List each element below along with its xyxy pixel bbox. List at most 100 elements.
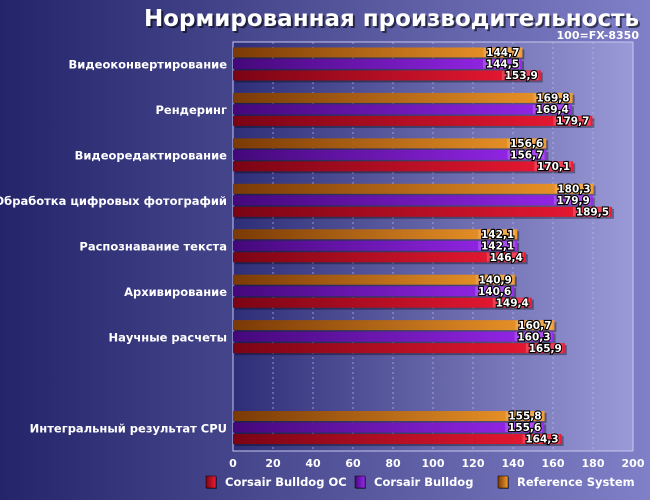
value-label-box <box>478 229 516 239</box>
value-label: 156,7 <box>510 150 543 162</box>
category-labels: Видеоконвертирование Рендеринг Видеоредакт… <box>0 58 227 436</box>
bar <box>233 104 572 115</box>
value-label: 142,1 <box>481 240 514 252</box>
value-label-box <box>553 195 591 205</box>
bar <box>233 206 612 217</box>
x-tick-label: 180 <box>582 457 605 470</box>
value-label: 144,7 <box>486 47 519 59</box>
value-label-box <box>507 138 545 148</box>
value-label-box <box>492 298 530 308</box>
bar <box>233 47 523 58</box>
x-tick-label: 120 <box>462 457 485 470</box>
bar <box>233 92 573 103</box>
value-label-box <box>475 275 513 285</box>
x-tick-label: 60 <box>345 457 361 470</box>
value-label-box <box>554 184 592 194</box>
category-label: Научные расчеты <box>109 330 228 344</box>
value-label: 160,3 <box>517 331 550 343</box>
legend-swatch <box>354 475 366 489</box>
bars <box>233 47 614 447</box>
x-tick-label: 140 <box>502 457 525 470</box>
grid-lines <box>272 42 594 451</box>
legend-label: Corsair Bulldog <box>374 475 473 489</box>
x-tick-label: 0 <box>229 457 237 470</box>
category-label: Рендеринг <box>155 103 227 117</box>
category-label: Распознавание текста <box>79 240 227 254</box>
value-label: 153,9 <box>505 70 538 82</box>
x-tick-label: 20 <box>265 457 281 470</box>
value-label: 169,4 <box>536 104 569 116</box>
value-label: 149,4 <box>496 297 529 309</box>
category-label: Архивирование <box>124 285 227 299</box>
value-label: 164,3 <box>525 434 558 446</box>
bar <box>233 422 545 433</box>
x-tick-label: 200 <box>622 457 645 470</box>
bar <box>233 161 574 172</box>
value-label: 179,7 <box>556 116 589 128</box>
value-label-box <box>478 241 516 251</box>
bar <box>233 331 554 342</box>
value-label-box <box>532 104 570 114</box>
chart-title: Нормированная производительность <box>146 8 641 34</box>
value-label: 189,5 <box>576 207 609 219</box>
legend-swatch <box>205 475 217 489</box>
value-label: 160,7 <box>518 320 551 332</box>
value-label-box <box>475 286 513 296</box>
category-label: Видеоконвертирование <box>69 58 228 72</box>
bar <box>233 274 515 285</box>
legend: Corsair Bulldog OC Corsair Bulldog Referen… <box>205 475 635 489</box>
bar <box>233 183 594 194</box>
value-label: 142,1 <box>481 229 514 241</box>
value-label-box <box>483 59 520 69</box>
value-label-box <box>573 207 610 217</box>
bar <box>233 343 565 354</box>
value-label-box <box>525 343 563 353</box>
bar <box>233 115 593 126</box>
chart-title: Нормированная производительность <box>144 6 639 32</box>
value-label: 155,6 <box>508 422 541 434</box>
value-label: 155,8 <box>508 411 541 423</box>
x-tick-label: 80 <box>385 457 401 470</box>
value-label-box <box>505 423 543 433</box>
value-label: 180,3 <box>557 184 590 196</box>
value-label-box <box>501 70 539 80</box>
value-label: 146,4 <box>490 252 523 264</box>
value-label-box <box>486 252 524 262</box>
value-label: 179,9 <box>557 195 590 207</box>
bar <box>233 411 545 422</box>
bar <box>233 229 518 240</box>
value-label: 170,1 <box>537 161 570 173</box>
value-label-box <box>533 93 571 103</box>
value-label-box <box>553 116 591 126</box>
bar <box>233 70 541 81</box>
category-label: Интегральный результат CPU <box>30 421 227 435</box>
value-label: 144,5 <box>486 59 519 71</box>
bar <box>233 252 526 263</box>
legend-swatch <box>497 475 509 489</box>
value-label: 140,6 <box>478 286 511 298</box>
value-label-box <box>534 161 572 171</box>
value-label-box <box>514 332 552 342</box>
x-tick-label: 40 <box>305 457 321 470</box>
value-label-box <box>505 411 543 421</box>
bar <box>233 138 547 149</box>
value-label-box <box>483 47 521 57</box>
bar <box>233 149 547 160</box>
chart-subtitle: 100=FX-8350 <box>557 29 640 42</box>
value-label-box <box>515 320 553 330</box>
bar <box>233 58 522 69</box>
bar <box>233 297 532 308</box>
x-axis-ticks: 0 20 40 60 80 100 120 140 160 180 200 <box>229 457 645 470</box>
value-label-box <box>507 150 545 160</box>
x-tick-label: 160 <box>542 457 565 470</box>
value-label: 169,8 <box>536 93 569 105</box>
x-tick-label: 100 <box>422 457 445 470</box>
value-label-box <box>522 434 560 444</box>
category-label: Видеоредактирование <box>75 149 228 163</box>
bar <box>233 286 515 297</box>
category-label: Обработка цифровых фотографий <box>0 194 227 208</box>
value-label: 140,9 <box>479 274 512 286</box>
